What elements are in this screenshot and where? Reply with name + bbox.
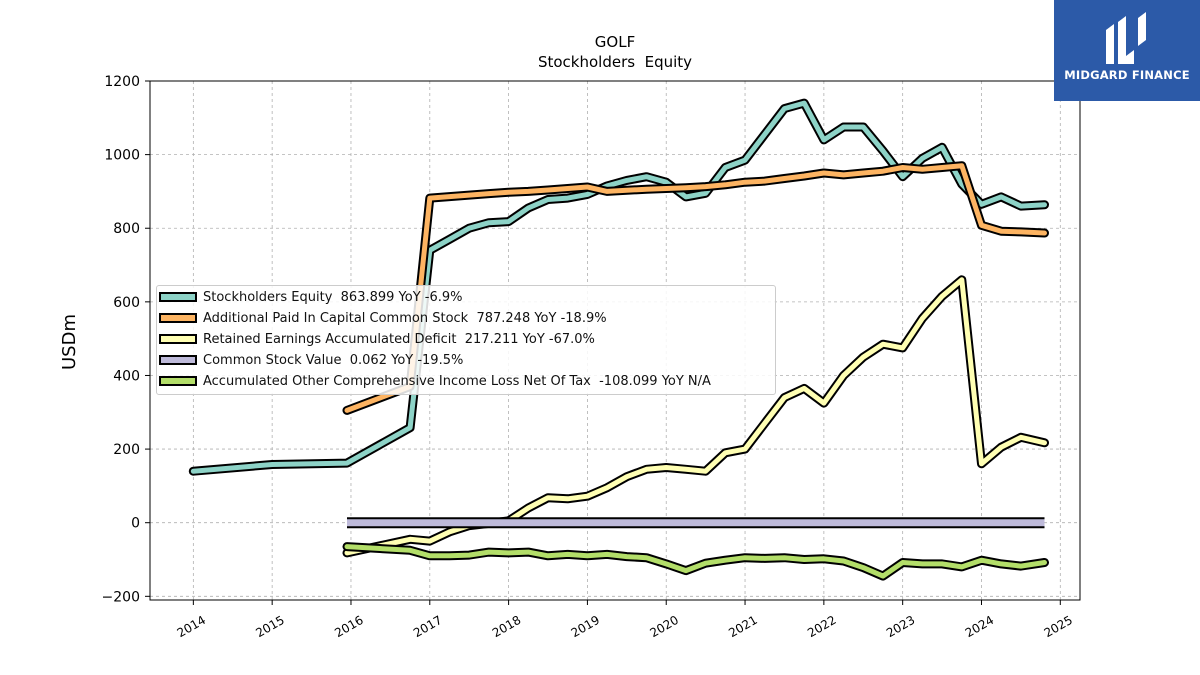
legend-item-stockholders-equity: Stockholders Equity 863.899 YoY -6.9% [159, 288, 463, 306]
y-tick-label: 800 [113, 221, 140, 237]
series-4 [342, 542, 1049, 581]
legend-item-common-stock-value: Common Stock Value 0.062 YoY -19.5% [159, 351, 463, 369]
legend-swatch [159, 292, 197, 302]
y-tick-label: 1200 [104, 74, 140, 90]
x-tick-label: 2020 [648, 613, 681, 640]
x-tick-label: 2024 [963, 613, 996, 640]
series-line-outline [342, 542, 1049, 581]
legend: Stockholders Equity 863.899 YoY -6.9% Ad… [156, 285, 776, 395]
y-tick-label: 0 [131, 516, 140, 532]
legend-item-additional-paid-in-capital: Additional Paid In Capital Common Stock … [159, 309, 607, 327]
legend-label: Accumulated Other Comprehensive Income L… [203, 373, 711, 389]
x-tick-label: 2021 [726, 613, 759, 640]
x-tick-label: 2019 [569, 613, 602, 640]
legend-label: Stockholders Equity 863.899 YoY -6.9% [203, 289, 463, 305]
y-tick-label: 200 [113, 442, 140, 458]
x-tick-label: 2015 [253, 613, 286, 640]
logo-icon [1106, 12, 1146, 64]
y-axis-label: USDm [59, 314, 80, 370]
brand-logo: MIDGARD FINANCE [1054, 0, 1200, 101]
legend-item-accumulated-oci: Accumulated Other Comprehensive Income L… [159, 372, 711, 390]
legend-item-retained-earnings: Retained Earnings Accumulated Deficit 21… [159, 330, 595, 348]
chart-subtitle: Stockholders Equity [538, 53, 692, 71]
x-tick-label: 2016 [332, 613, 365, 640]
plot-frame [149, 80, 1081, 601]
legend-swatch [159, 313, 197, 323]
x-tick-label: 2018 [490, 613, 523, 640]
x-tick-label: 2023 [884, 613, 917, 640]
y-tick-label: −200 [102, 589, 140, 605]
y-tick-label: 1000 [104, 148, 140, 164]
series-0 [188, 98, 1049, 476]
x-tick-label: 2017 [411, 613, 444, 640]
legend-label: Additional Paid In Capital Common Stock … [203, 310, 607, 326]
x-tick-label: 2022 [805, 613, 838, 640]
legend-swatch [159, 355, 197, 365]
series-1 [342, 161, 1049, 415]
legend-swatch [159, 334, 197, 344]
legend-label: Retained Earnings Accumulated Deficit 21… [203, 331, 595, 347]
series-line [344, 163, 1047, 413]
legend-label: Common Stock Value 0.062 YoY -19.5% [203, 352, 464, 368]
chart-title: GOLF [595, 33, 635, 51]
series-line [190, 100, 1047, 474]
series-layer [188, 98, 1049, 581]
x-tick-label: 2025 [1042, 613, 1075, 640]
y-tick-label: 600 [113, 295, 140, 311]
x-tick-label: 2014 [175, 613, 208, 640]
logo-text: MIDGARD FINANCE [1064, 68, 1190, 82]
legend-swatch [159, 376, 197, 386]
series-line [344, 544, 1047, 579]
y-tick-label: 400 [113, 368, 140, 384]
